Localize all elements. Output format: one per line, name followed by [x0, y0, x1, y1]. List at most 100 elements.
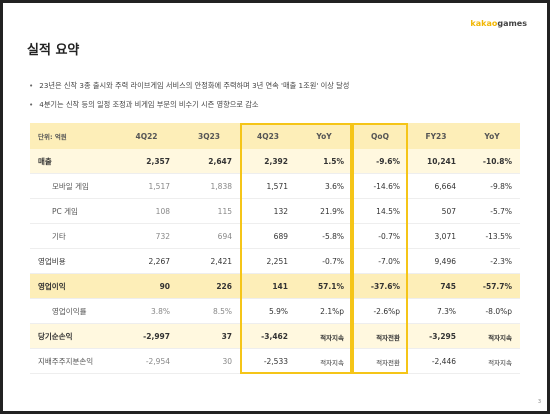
cell: 3.6% — [324, 182, 344, 191]
highlight-box — [352, 123, 408, 374]
row-line — [30, 298, 520, 299]
cell: 90 — [159, 282, 170, 291]
cell: 적자지속 — [320, 358, 344, 367]
cell: -3,462 — [261, 332, 288, 341]
cell: -13.5% — [485, 232, 512, 241]
row-label: 모바일 게임 — [52, 182, 89, 191]
row-line — [30, 223, 520, 224]
cell: 37 — [221, 332, 232, 341]
cell: -57.7% — [482, 282, 512, 291]
cell: 226 — [216, 282, 232, 291]
cell: 적자지속 — [488, 333, 512, 342]
title: 실적 요약 — [27, 43, 80, 58]
header-cell: 3Q23 — [197, 131, 221, 141]
cell: -2,533 — [263, 357, 288, 366]
cell: -5.7% — [490, 207, 512, 216]
cell: 689 — [273, 232, 288, 241]
row-label: 영업비용 — [38, 257, 66, 266]
cell: 2,647 — [208, 157, 232, 166]
header-cell: 4Q23 — [256, 131, 280, 141]
row-line — [30, 273, 520, 274]
cell: -10.8% — [482, 157, 512, 166]
row-line — [30, 323, 520, 324]
cell: 9,496 — [434, 257, 456, 266]
cell: -2,954 — [145, 357, 170, 366]
row-line — [30, 248, 520, 249]
cell: 2,251 — [266, 257, 288, 266]
cell: 14.5% — [376, 207, 400, 216]
cell: -2,997 — [143, 332, 170, 341]
cell: -0.7% — [378, 232, 400, 241]
cell: -7.0% — [378, 257, 400, 266]
cell: 5.9% — [268, 307, 288, 316]
header-bg — [30, 123, 520, 149]
cell: 108 — [155, 207, 170, 216]
cell: -9.8% — [490, 182, 512, 191]
cell: 1.5% — [323, 157, 344, 166]
row-bg — [30, 324, 520, 349]
header-cell: QoQ — [371, 131, 389, 141]
cell: 적자전환 — [376, 333, 400, 342]
cell: 적자전환 — [376, 358, 400, 367]
row-label: 매출 — [38, 157, 52, 166]
cell: 21.9% — [320, 207, 344, 216]
cell: 3.8% — [150, 307, 170, 316]
cell: 2,421 — [210, 257, 232, 266]
cell: 2,392 — [264, 157, 288, 166]
logo: kakaogames — [470, 19, 527, 28]
row-bg — [30, 274, 520, 299]
cell: 745 — [440, 282, 456, 291]
row-bg — [30, 149, 520, 174]
logo-suffix: games — [497, 19, 527, 28]
header-cell: 4Q22 — [135, 131, 158, 141]
cell: -5.8% — [322, 232, 344, 241]
cell: 8.5% — [212, 307, 232, 316]
cell: -2,446 — [431, 357, 456, 366]
cell: -14.6% — [373, 182, 400, 191]
cell: -2.3% — [490, 257, 512, 266]
cell: -3,295 — [429, 332, 456, 341]
cell: 1,517 — [148, 182, 170, 191]
row-label: 지배주주지분손익 — [38, 357, 94, 366]
header-cell: 단위: 억원 — [38, 133, 67, 141]
cell: -9.6% — [376, 157, 400, 166]
row-label: 영업이익률 — [52, 307, 87, 316]
slide: kakaogames 실적 요약 23년은 신작 3종 출시와 주력 라이브게임… — [3, 3, 547, 411]
cell: -8.0%p — [485, 307, 512, 316]
cell: 132 — [273, 207, 288, 216]
bullet: 23년은 신작 3종 출시와 주력 라이브게임 서비스의 안정화에 주력하며 3… — [29, 81, 349, 91]
bullet: 4분기는 신작 등의 일정 조정과 비게임 부문의 비수기 시즌 영향으로 감소 — [29, 100, 258, 110]
row-line — [30, 173, 520, 174]
cell: -0.7% — [322, 257, 344, 266]
cell: 115 — [217, 207, 232, 216]
header-cell: YoY — [316, 131, 332, 141]
cell: 732 — [155, 232, 170, 241]
row-label: PC 게임 — [52, 207, 78, 216]
cell: 2,267 — [148, 257, 170, 266]
cell: 6,664 — [434, 182, 456, 191]
cell: 적자지속 — [320, 333, 344, 342]
cell: -2.6%p — [373, 307, 400, 316]
cell: 1,838 — [210, 182, 232, 191]
row-label: 당기순손익 — [38, 332, 73, 341]
header-cell: FY23 — [425, 131, 447, 141]
cell: 3,071 — [434, 232, 456, 241]
cell: 7.3% — [436, 307, 456, 316]
cell: 1,571 — [266, 182, 288, 191]
cell: 2,357 — [146, 157, 170, 166]
row-label: 기타 — [52, 232, 66, 241]
cell: 30 — [222, 357, 232, 366]
cell: 141 — [272, 282, 288, 291]
cell: 2.1%p — [320, 307, 344, 316]
cell: -37.6% — [370, 282, 400, 291]
row-line — [30, 348, 520, 349]
cell: 694 — [217, 232, 232, 241]
cell: 507 — [441, 207, 456, 216]
row-line — [30, 198, 520, 199]
header-cell: YoY — [484, 131, 500, 141]
highlight-box — [240, 123, 352, 374]
cell: 57.1% — [317, 282, 344, 291]
cell: 10,241 — [427, 157, 456, 166]
cell: 적자지속 — [488, 358, 512, 367]
